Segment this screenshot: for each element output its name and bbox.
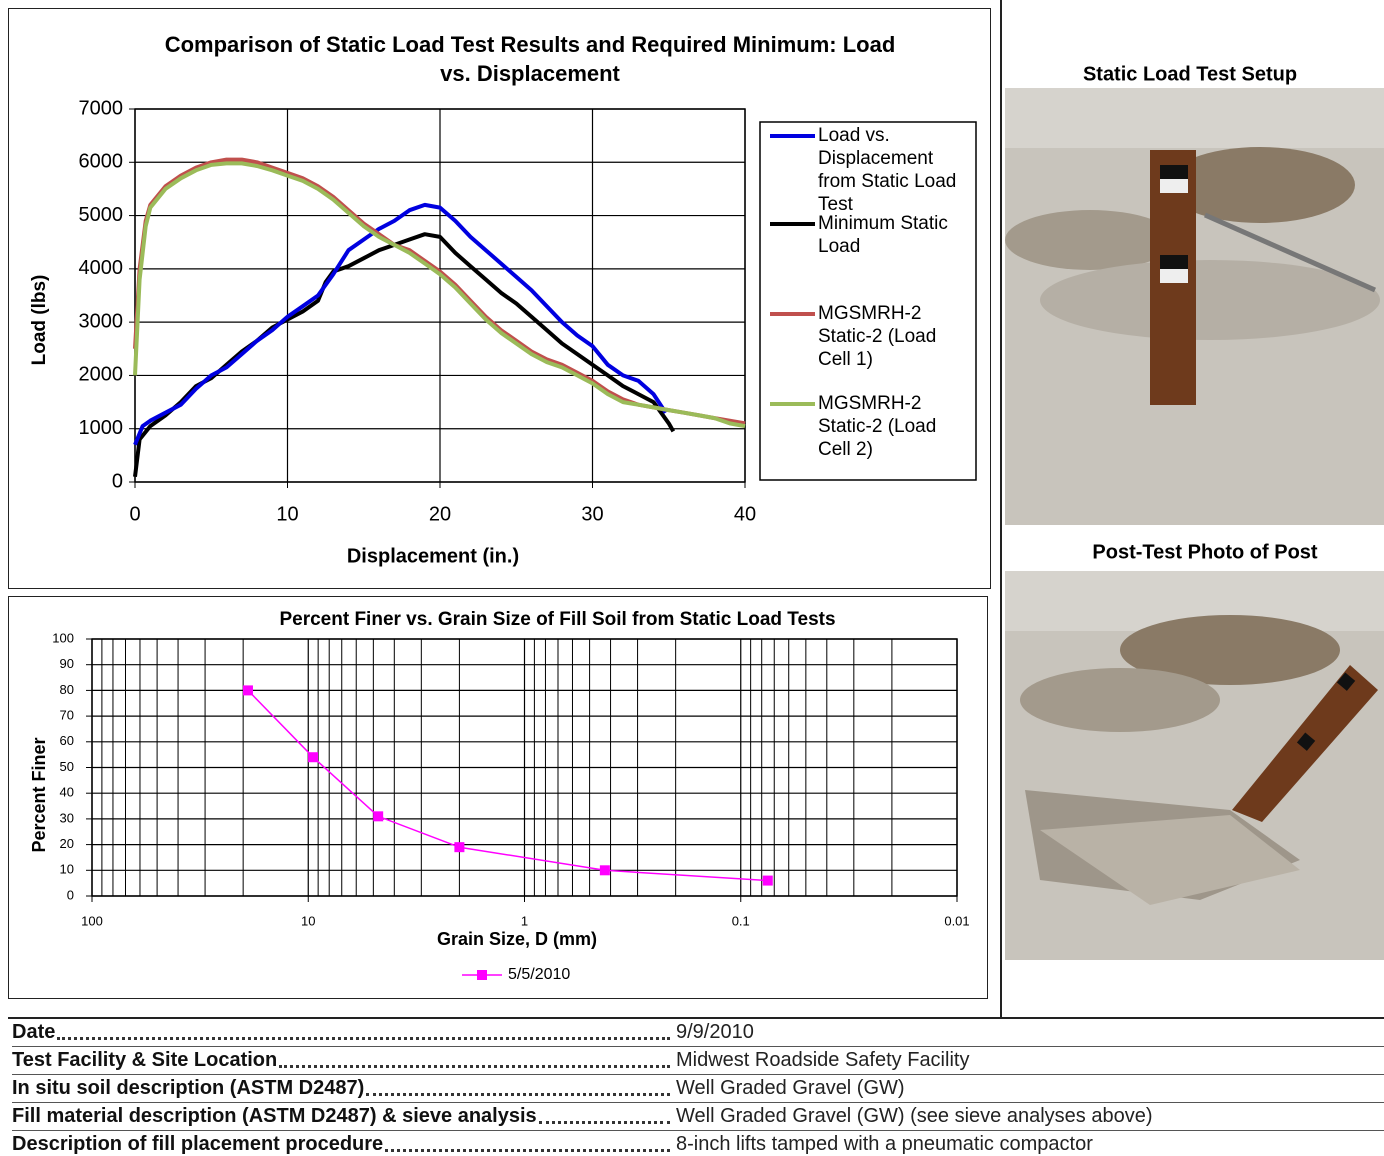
y-axis-label: Percent Finer [29,737,49,852]
leader-dots [279,1046,670,1068]
leader-dots [57,1018,670,1040]
photo [1005,571,1384,960]
detail-value: 8-inch lifts tamped with a pneumatic com… [676,1133,1093,1155]
legend-label: Minimum Static Load [818,213,948,257]
y-tick-label: 60 [60,733,74,748]
chart-frame [8,596,988,999]
x-axis-label: Displacement (in.) [347,545,519,567]
x-tick-label: 0.01 [944,913,969,928]
y-tick-label: 2000 [79,364,124,386]
divider [8,1017,1384,1019]
leader-dots [538,1102,670,1124]
data-point [373,811,384,822]
detail-label-cell: In situ soil description (ASTM D2487) [12,1074,672,1102]
detail-row: Date 9/9/2010 [12,1018,1384,1047]
chart-frame [8,8,991,589]
series-line [133,202,668,446]
x-tick-label: 100 [81,913,103,928]
y-tick-label: 30 [60,810,74,825]
series-line [247,689,768,882]
legend-label: 5/5/2010 [508,966,570,983]
y-tick-label: 100 [52,630,74,645]
y-tick-label: 1000 [79,417,124,439]
y-tick-label: 7000 [79,97,124,119]
detail-label-cell: Test Facility & Site Location [12,1046,672,1074]
series-line [133,161,746,429]
x-tick-label: 0 [129,503,140,525]
detail-label: Date [12,1021,56,1043]
data-point [454,842,465,853]
y-tick-label: 80 [60,682,74,697]
divider [1000,0,1002,1018]
y-tick-label: 10 [60,862,74,877]
x-tick-label: 30 [581,503,603,525]
y-tick-label: 90 [60,656,74,671]
detail-label-cell: Fill material description (ASTM D2487) &… [12,1102,672,1130]
legend-label: MGSMRH-2 Static-2 (Load Cell 2) [818,393,937,460]
x-tick-label: 20 [429,503,451,525]
y-tick-label: 20 [60,836,74,851]
y-tick-label: 3000 [79,310,124,332]
detail-label: In situ soil description (ASTM D2487) [12,1077,365,1099]
data-point [762,875,773,886]
y-tick-label: 6000 [79,151,124,173]
x-tick-label: 0.1 [732,913,750,928]
y-tick-label: 0 [112,470,123,492]
leader-dots [366,1074,670,1096]
detail-label-cell: Description of fill placement procedure [12,1130,672,1156]
x-tick-label: 1 [521,913,528,928]
x-axis-label: Grain Size, D (mm) [437,929,597,949]
photo-title: Post-Test Photo of Post [1092,541,1318,563]
detail-row: In situ soil description (ASTM D2487) Wel… [12,1074,1384,1103]
leader-dots [385,1130,670,1152]
detail-value: Well Graded Gravel (GW) (see sieve analy… [676,1105,1153,1127]
x-tick-label: 10 [276,503,298,525]
data-point [308,752,319,763]
detail-row: Description of fill placement procedure 8… [12,1130,1384,1156]
y-axis-label: Load (lbs) [29,275,50,366]
x-tick-label: 10 [301,913,315,928]
y-tick-label: 0 [67,887,74,902]
legend-box [759,121,977,481]
chart-title: Comparison of Static Load Test Results a… [164,32,896,86]
y-tick-label: 40 [60,785,74,800]
data-point [242,685,253,696]
detail-value: Well Graded Gravel (GW) [676,1077,905,1099]
photo-title: Static Load Test Setup [1083,63,1297,85]
photo [1005,88,1384,525]
detail-label: Fill material description (ASTM D2487) &… [12,1105,537,1127]
legend-label: MGSMRH-2 Static-2 (Load Cell 1) [818,303,937,370]
detail-row: Test Facility & Site Location Midwest Roa… [12,1046,1384,1075]
x-tick-label: 40 [734,503,756,525]
chart-title: Percent Finer vs. Grain Size of Fill Soi… [279,609,836,630]
legend-label: Load vs. Displacement from Static Load T… [818,125,957,215]
y-tick-label: 70 [60,708,74,723]
detail-label: Test Facility & Site Location [12,1049,278,1071]
detail-row: Fill material description (ASTM D2487) &… [12,1102,1384,1131]
detail-label-cell: Date [12,1018,672,1046]
y-tick-label: 50 [60,759,74,774]
y-tick-label: 4000 [79,257,124,279]
data-point [599,865,610,876]
y-tick-label: 5000 [79,204,124,226]
detail-value: Midwest Roadside Safety Facility [676,1049,970,1071]
legend-marker [477,970,487,980]
detail-value: 9/9/2010 [676,1021,754,1043]
detail-label: Description of fill placement procedure [12,1133,384,1155]
